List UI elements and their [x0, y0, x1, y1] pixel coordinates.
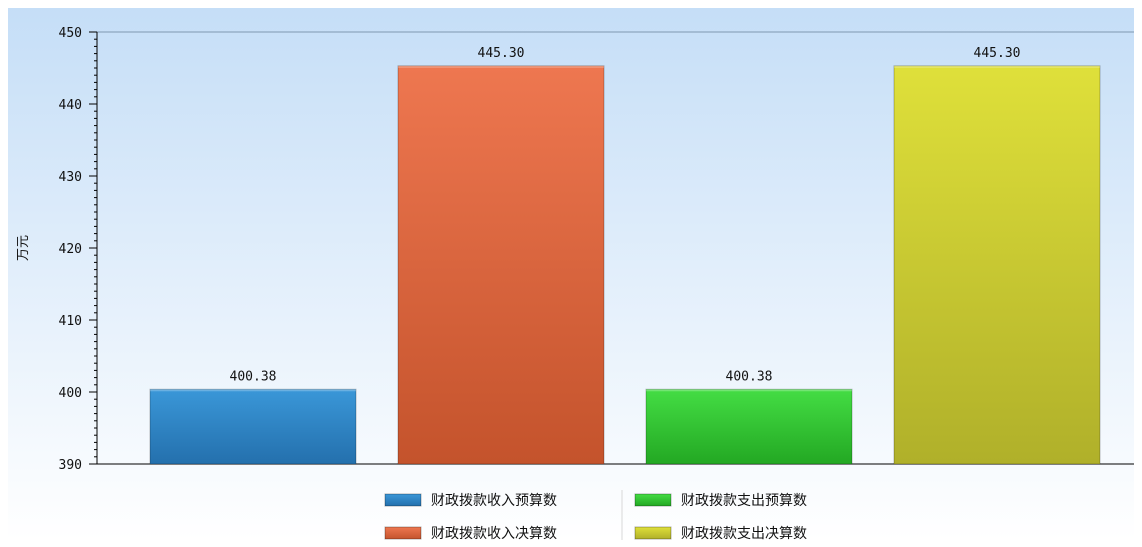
y-tick-label: 390 [59, 458, 82, 473]
legend-label-3: 财政拨款支出预算数 [681, 493, 807, 509]
legend-swatch-3 [634, 493, 672, 507]
y-tick-label: 420 [59, 242, 82, 257]
bar-1-highlight [150, 389, 356, 392]
bar-3 [645, 388, 853, 465]
bar-2-value-label: 445.30 [478, 46, 525, 61]
bar-2-highlight [398, 65, 604, 68]
bar-4-value-label: 445.30 [974, 46, 1021, 61]
legend-swatch-1 [384, 493, 422, 507]
bar-4 [893, 65, 1101, 465]
bar-4-highlight [894, 65, 1100, 68]
legend-swatch-2 [384, 526, 422, 540]
y-tick-label: 450 [59, 26, 82, 41]
legend-label-4: 财政拨款支出决算数 [681, 526, 807, 542]
y-tick-label: 410 [59, 314, 82, 329]
y-tick-label: 400 [59, 386, 82, 401]
bar-1-value-label: 400.38 [230, 369, 277, 384]
bar-1 [149, 388, 357, 465]
bar-3-highlight [646, 389, 852, 392]
legend-label-2: 财政拨款收入决算数 [431, 526, 557, 542]
y-axis-title: 万元 [16, 235, 31, 261]
legend-swatch-4 [634, 526, 672, 540]
legend-label-1: 财政拨款收入预算数 [431, 493, 557, 509]
y-tick-label: 430 [59, 170, 82, 185]
bar-2 [397, 65, 605, 465]
bar-3-value-label: 400.38 [726, 369, 773, 384]
y-tick-label: 440 [59, 98, 82, 113]
